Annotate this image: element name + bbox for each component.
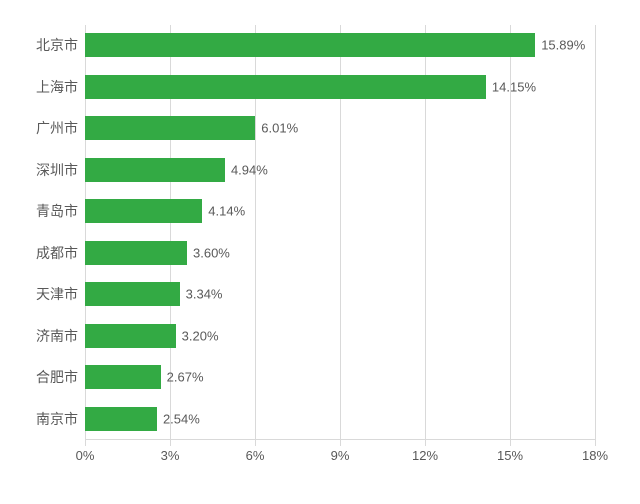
- category-label: 合肥市: [0, 367, 78, 387]
- gridline: [595, 25, 596, 440]
- bar: [85, 365, 161, 389]
- plot-area: 15.89% 14.15% 6.01% 4.94% 4.14% 3.60% 3.34% 3.2…: [85, 25, 595, 440]
- x-tick-label: 15%: [497, 448, 523, 463]
- bar-value-label: 2.54%: [163, 411, 200, 426]
- category-label: 上海市: [0, 77, 78, 97]
- bar-value-label: 3.34%: [186, 287, 223, 302]
- x-tick: [340, 440, 341, 446]
- category-label: 天津市: [0, 284, 78, 304]
- bar-value-label: 3.60%: [193, 245, 230, 260]
- bar-value-label: 15.89%: [541, 38, 585, 53]
- category-label: 深圳市: [0, 160, 78, 180]
- bar: [85, 324, 176, 348]
- x-tick: [510, 440, 511, 446]
- bar: [85, 33, 535, 57]
- bar: [85, 199, 202, 223]
- x-tick-label: 0%: [76, 448, 95, 463]
- horizontal-bar-chart: 15.89% 14.15% 6.01% 4.94% 4.14% 3.60% 3.34% 3.2…: [0, 0, 640, 504]
- bar-value-label: 4.94%: [231, 162, 268, 177]
- x-tick: [425, 440, 426, 446]
- x-tick-label: 12%: [412, 448, 438, 463]
- bar-value-label: 4.14%: [208, 204, 245, 219]
- bar: [85, 75, 486, 99]
- x-tick: [595, 440, 596, 446]
- category-label: 北京市: [0, 35, 78, 55]
- x-tick: [85, 440, 86, 446]
- bar: [85, 407, 157, 431]
- category-label: 广州市: [0, 118, 78, 138]
- bar: [85, 158, 225, 182]
- bar: [85, 282, 180, 306]
- bar-value-label: 14.15%: [492, 79, 536, 94]
- bar: [85, 116, 255, 140]
- x-tick: [170, 440, 171, 446]
- category-label: 南京市: [0, 409, 78, 429]
- x-tick-label: 3%: [161, 448, 180, 463]
- x-tick-label: 6%: [246, 448, 265, 463]
- bar-value-label: 2.67%: [167, 370, 204, 385]
- bar-value-label: 6.01%: [261, 121, 298, 136]
- bar-value-label: 3.20%: [182, 328, 219, 343]
- bar: [85, 241, 187, 265]
- x-tick-label: 9%: [331, 448, 350, 463]
- x-tick: [255, 440, 256, 446]
- category-label: 济南市: [0, 326, 78, 346]
- category-label: 青岛市: [0, 201, 78, 221]
- category-label: 成都市: [0, 243, 78, 263]
- x-tick-label: 18%: [582, 448, 608, 463]
